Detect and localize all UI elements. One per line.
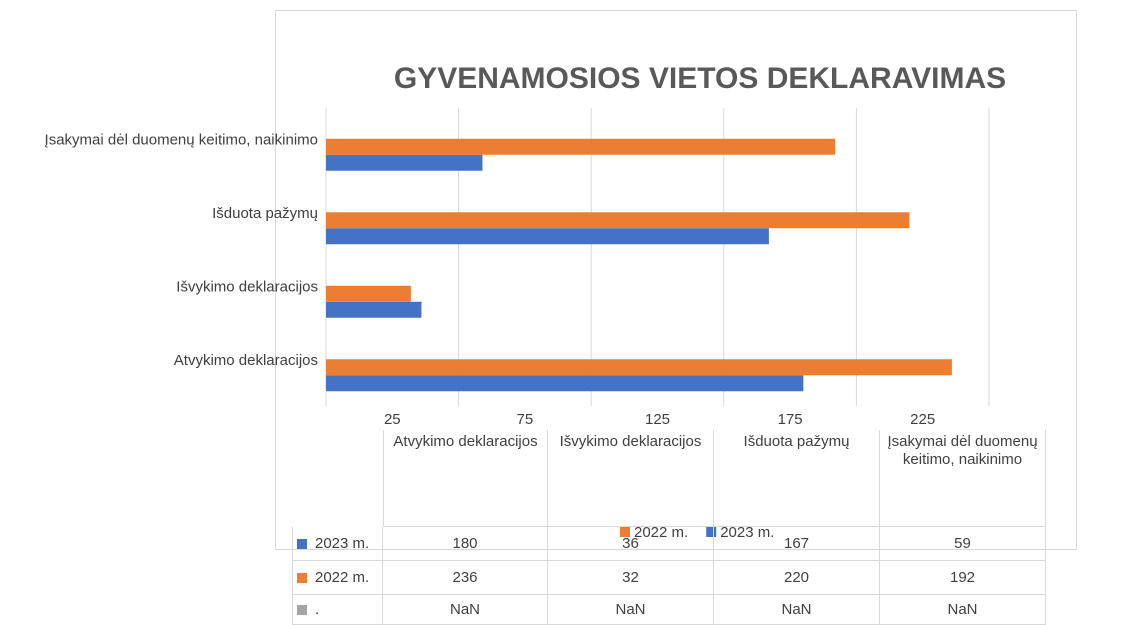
legend-label: 2022 m. (634, 524, 688, 541)
table-value: 220 (714, 561, 880, 595)
table-value: 192 (880, 561, 1046, 595)
chart-frame (275, 10, 1077, 550)
bar (326, 375, 804, 392)
table-value: NaN (548, 595, 714, 625)
x-tick-label: 125 (645, 411, 670, 428)
bar (326, 212, 910, 229)
legend-key (297, 538, 307, 549)
table-value: 32 (548, 561, 714, 595)
table-series: . (292, 595, 383, 625)
x-tick-label: 175 (778, 411, 803, 428)
bar (326, 359, 952, 376)
y-tick-label: Išduota pažymų (212, 205, 318, 222)
table-series: 2023 m. (292, 527, 383, 561)
table-value: NaN (714, 595, 880, 625)
bar (326, 138, 836, 155)
y-tick-label: Išvykimo deklaracijos (176, 279, 318, 296)
table-value: 167 (714, 527, 880, 561)
x-tick-label: 25 (384, 411, 401, 428)
table-value: 180 (383, 527, 548, 561)
x-tick-label: 225 (910, 411, 935, 428)
table-value: NaN (383, 595, 548, 625)
series-name: . (315, 600, 320, 618)
bar (326, 154, 483, 171)
series-name: 2022 m. (315, 568, 370, 586)
table-series: 2022 m. (292, 561, 383, 595)
series-name: 2023 m. (315, 534, 370, 552)
table-value: 36 (548, 527, 714, 561)
table-header: Išvykimo deklaracijos (548, 430, 714, 527)
table-header: Atvykimo deklaracijos (383, 430, 548, 527)
legend-label: 2023 m. (720, 524, 774, 541)
bar (326, 285, 411, 302)
legend-key (297, 604, 307, 615)
chart-title: GYVENAMOSIOS VIETOS DEKLARAVIMAS (394, 62, 1006, 95)
legend-key (706, 527, 717, 537)
legend-key (620, 527, 630, 537)
table-value: 59 (880, 527, 1046, 561)
bar (326, 228, 769, 245)
y-tick-label: Atvykimo deklaracijos (174, 352, 318, 369)
table-header: Išduota pažymų (714, 430, 880, 527)
table-header: Įsakymai dėl duomenų keitimo, naikinimo (880, 430, 1046, 527)
bar (326, 301, 422, 318)
x-tick-label: 75 (517, 411, 534, 428)
legend-key (297, 572, 307, 583)
table-value: 236 (383, 561, 548, 595)
table-value: NaN (880, 595, 1046, 625)
y-tick-label: Įsakymai dėl duomenų keitimo, naikinimo (45, 132, 318, 149)
